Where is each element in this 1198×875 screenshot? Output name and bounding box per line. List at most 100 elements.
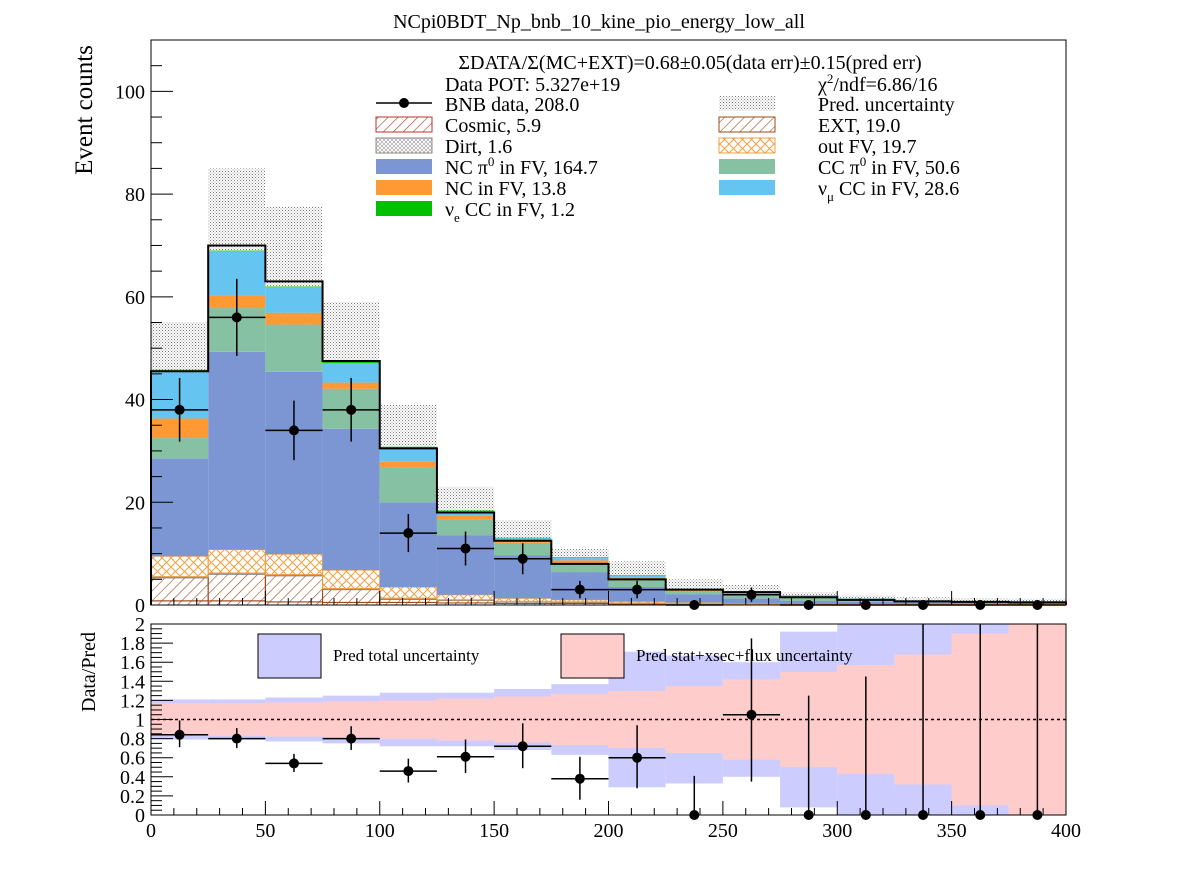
x-tick-label: 350 [937,820,967,842]
bar [207,573,266,602]
ratio-y-tick-label: 2 [135,614,145,636]
bar [265,371,323,555]
x-tick-label: 150 [479,820,509,842]
bar [379,447,437,462]
bar [207,600,266,606]
bar [550,599,609,603]
bar [780,597,838,601]
legend-label: Cosmic, 5.9 [445,115,541,137]
ratio-y-tick-label: 0.6 [120,748,145,770]
bar [436,594,495,601]
main-axes: 0 20 40 60 80 100 [115,39,1067,617]
ratio-point [551,756,609,800]
legend-swatch [376,159,432,174]
chart-title: NCpi0BDT_Np_bnb_10_kine_pio_energy_low_a… [393,11,805,33]
legend-label: νμ CC in FV, 28.6 [818,178,959,204]
bar [436,519,495,536]
bar [208,250,266,252]
ratio-y-axis-label: Data/Pred [78,632,100,712]
bar [551,560,609,563]
bar [322,569,381,590]
legend-swatch [719,96,775,111]
x-tick-label: 300 [822,820,852,842]
bar [608,600,667,604]
ratio-marker [174,729,185,740]
bar [322,589,381,603]
ratio-marker [517,741,528,752]
legend-entry: EXT, 19.0 [718,115,900,137]
legend-label: NC π0 in FV, 164.7 [445,154,598,179]
data-marker [632,584,643,595]
ratio-marker [574,773,585,784]
legend-entry: CC π0 in FV, 50.6 [719,154,960,179]
y-tick-label: 100 [115,81,145,103]
data-point [208,278,266,356]
pot-label: Data POT: 5.327e+19 [445,74,620,96]
legend-label: out FV, 19.7 [818,136,917,158]
legend-swatch [719,159,775,174]
ratio-plot: Pred total uncertainty Pred stat+xsec+flu… [151,624,1066,820]
data-point [494,543,552,575]
legend-swatch [375,137,433,154]
x-tick-label: 250 [708,820,738,842]
bar [551,557,609,558]
bar [780,595,838,597]
ratio-point [265,753,323,773]
data-point [322,377,380,442]
ratio-point [151,720,209,748]
bar [379,461,437,468]
legend-entry: νe CC in FV, 1.2 [376,199,575,225]
y-tick-label: 80 [125,184,145,206]
ratio-marker [632,752,643,763]
bar [436,515,495,520]
data-marker [174,404,185,415]
bar [264,575,324,603]
bar [722,602,781,605]
legend-label: EXT, 19.0 [818,115,900,137]
ratio-y-tick-label: 1.6 [120,652,145,674]
legend-entry: NC π0 in FV, 164.7 [376,154,598,179]
ratio-legend-entry: Pred total uncertainty [257,633,480,679]
ratio-y-tick-label: 1.2 [120,690,145,712]
ratio-legend-label: Pred total uncertainty [333,646,480,665]
bar [322,428,380,571]
ratio-marker [288,758,299,769]
legend-label: Pred. uncertainty [818,94,955,116]
legend-entry: Cosmic, 5.9 [375,115,541,137]
data-point [722,587,781,602]
x-tick-label: 0 [146,820,156,842]
bar [265,324,323,372]
ratio-marker [746,709,757,720]
data-point [436,531,495,566]
y-axis-label: Event counts [71,45,98,175]
data-marker [403,528,414,539]
bar [151,438,209,459]
data-point [608,580,666,599]
bar [208,351,266,550]
legend-entry: Pred. uncertainty [719,94,955,116]
ratio-y-tick-label: 0.4 [120,767,145,789]
ratio-y-tick-label: 1.8 [120,633,145,655]
ratio-axes: 00.20.40.60.811.21.41.61.82 0 50 100 150 200 2… [120,614,1081,842]
bar [493,597,552,602]
chi2-label: χ2/ndf=6.86/16 [817,71,937,96]
bar [322,363,380,383]
bar [207,549,266,574]
bar [151,369,209,371]
bar [379,586,438,599]
legend-entry: νμ CC in FV, 28.6 [719,178,959,204]
ratio-point [436,739,495,773]
bar [494,537,552,539]
ratio-legend-swatch [257,633,322,679]
bar [264,553,324,576]
x-tick-label: 50 [255,820,275,842]
ratio-marker [403,766,414,777]
x-tick-label: 200 [594,820,624,842]
ratio-legend-swatch [560,633,625,679]
bar [436,510,495,512]
legend-label: BNB data, 208.0 [445,94,579,116]
legend-entry: out FV, 19.7 [718,136,917,158]
ratio-y-tick-label: 0.8 [120,729,145,751]
ratio-point [208,728,266,749]
